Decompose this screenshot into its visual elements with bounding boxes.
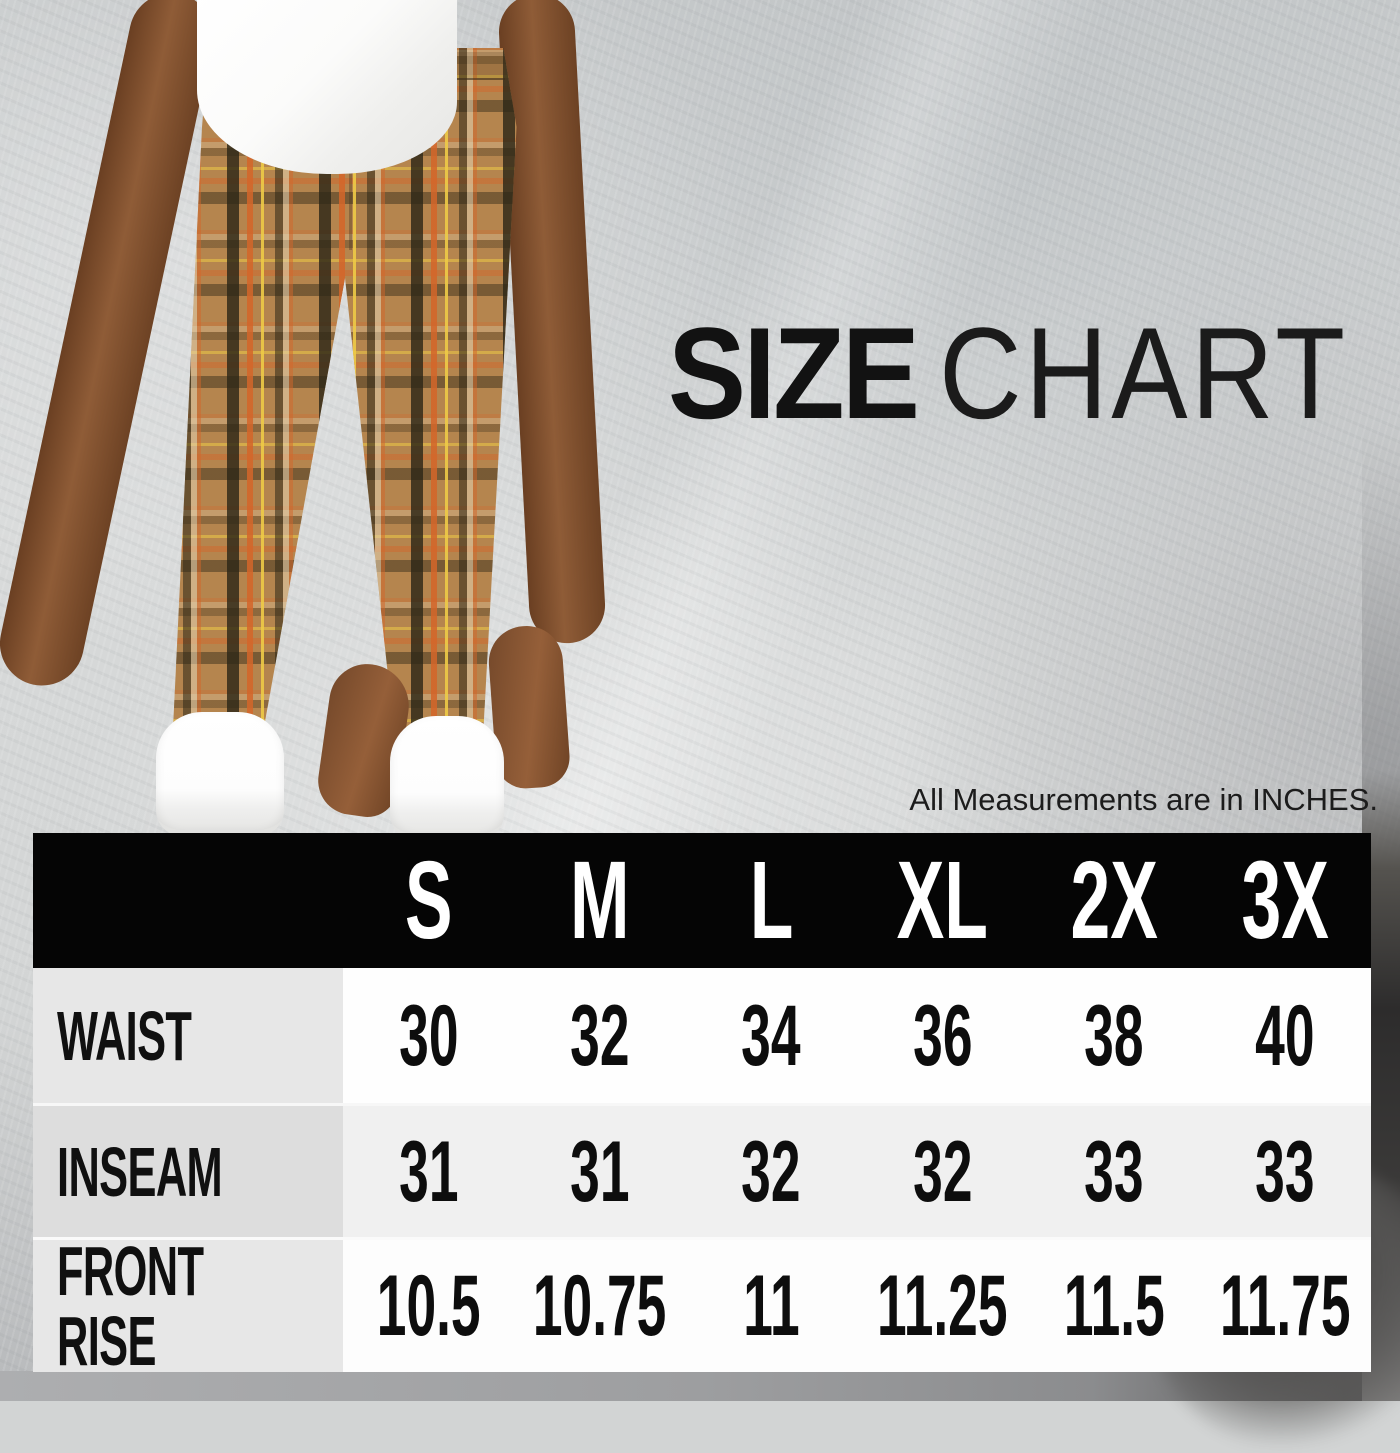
column-header-xl: XL: [856, 833, 1029, 968]
page-title: SIZE CHART: [668, 308, 1400, 438]
model-right-arm: [497, 0, 607, 646]
table-cell: 10.75: [514, 1237, 686, 1372]
row-label-front-rise: FRONT RISE: [33, 1237, 343, 1372]
table-cell: 11.25: [856, 1237, 1029, 1372]
column-header-l: L: [685, 833, 857, 968]
table-cell: 33: [1028, 1103, 1200, 1237]
column-header-s: S: [343, 833, 515, 968]
measurements-note: All Measurements are in INCHES.: [909, 782, 1378, 817]
table-cell: 31: [514, 1103, 686, 1237]
column-header-2x: 2X: [1028, 833, 1200, 968]
table-cell: 11.5: [1028, 1237, 1200, 1372]
model-right-shoe: [390, 716, 504, 840]
pants-fly-seam: [349, 100, 352, 250]
page-title-bold: SIZE: [668, 300, 920, 446]
table-cell: 32: [685, 1103, 857, 1237]
table-cell: 30: [343, 968, 515, 1103]
page-title-light: CHART: [938, 300, 1349, 446]
table-cell: 10.5: [343, 1237, 515, 1372]
table-cell: 38: [1028, 968, 1200, 1103]
column-header-m: M: [514, 833, 686, 968]
table-cell: 40: [1199, 968, 1371, 1103]
size-chart-table: S M L XL 2X 3X WAIST 30 32 34 36 38 40 I…: [33, 833, 1371, 1372]
table-corner-cell: [33, 833, 343, 968]
model-left-shoe: [156, 712, 284, 836]
table-cell: 32: [514, 968, 686, 1103]
table-cell: 33: [1199, 1103, 1371, 1237]
row-label-waist: WAIST: [33, 968, 343, 1103]
row-label-inseam: INSEAM: [33, 1103, 343, 1237]
table-cell: 11.75: [1199, 1237, 1371, 1372]
table-cell: 11: [685, 1237, 857, 1372]
table-cell: 31: [343, 1103, 515, 1237]
table-cell: 32: [856, 1103, 1029, 1237]
column-header-3x: 3X: [1199, 833, 1371, 968]
model-white-shirt: [197, 0, 457, 174]
table-cell: 36: [856, 968, 1029, 1103]
model-photo: [0, 0, 620, 850]
table-cell: 34: [685, 968, 857, 1103]
